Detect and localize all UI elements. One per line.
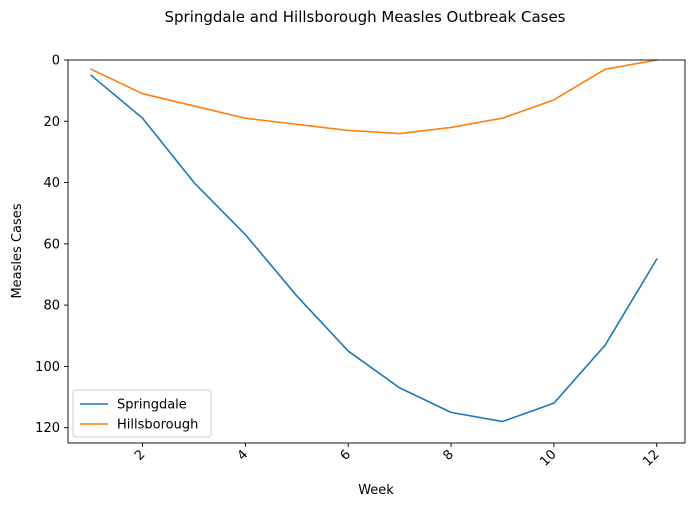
plot-area: 0 20 40 60 80 100 120 2 4 6 8 10 12 Springdale Hillsbo…	[35, 54, 686, 470]
y-tick-label: 100	[35, 360, 60, 375]
y-tick-label: 60	[43, 237, 60, 252]
plot-frame	[67, 59, 686, 444]
x-tick-label: 2	[132, 447, 148, 463]
x-tick-label: 8	[440, 447, 456, 463]
x-tick-label: 12	[640, 447, 662, 469]
legend-label-springdale: Springdale	[117, 398, 187, 413]
y-tick-label: 0	[52, 54, 60, 69]
series-line-springdale	[90, 74, 658, 423]
x-tick-label: 10	[537, 447, 559, 469]
y-tick-label: 120	[35, 421, 60, 436]
y-tick-label: 20	[43, 115, 60, 130]
x-tick-label: 4	[235, 447, 251, 463]
y-tick-label: 40	[43, 176, 60, 191]
legend-box	[72, 389, 212, 438]
y-axis-label: Measles Cases	[10, 203, 25, 298]
chart-title: Springdale and Hillsborough Measles Outb…	[165, 8, 566, 26]
series-line-hillsborough	[90, 59, 658, 135]
legend-label-hillsborough: Hillsborough	[117, 418, 198, 433]
x-axis-label: Week	[358, 483, 394, 498]
x-tick-label: 6	[338, 447, 354, 463]
y-tick-label: 80	[43, 299, 60, 314]
